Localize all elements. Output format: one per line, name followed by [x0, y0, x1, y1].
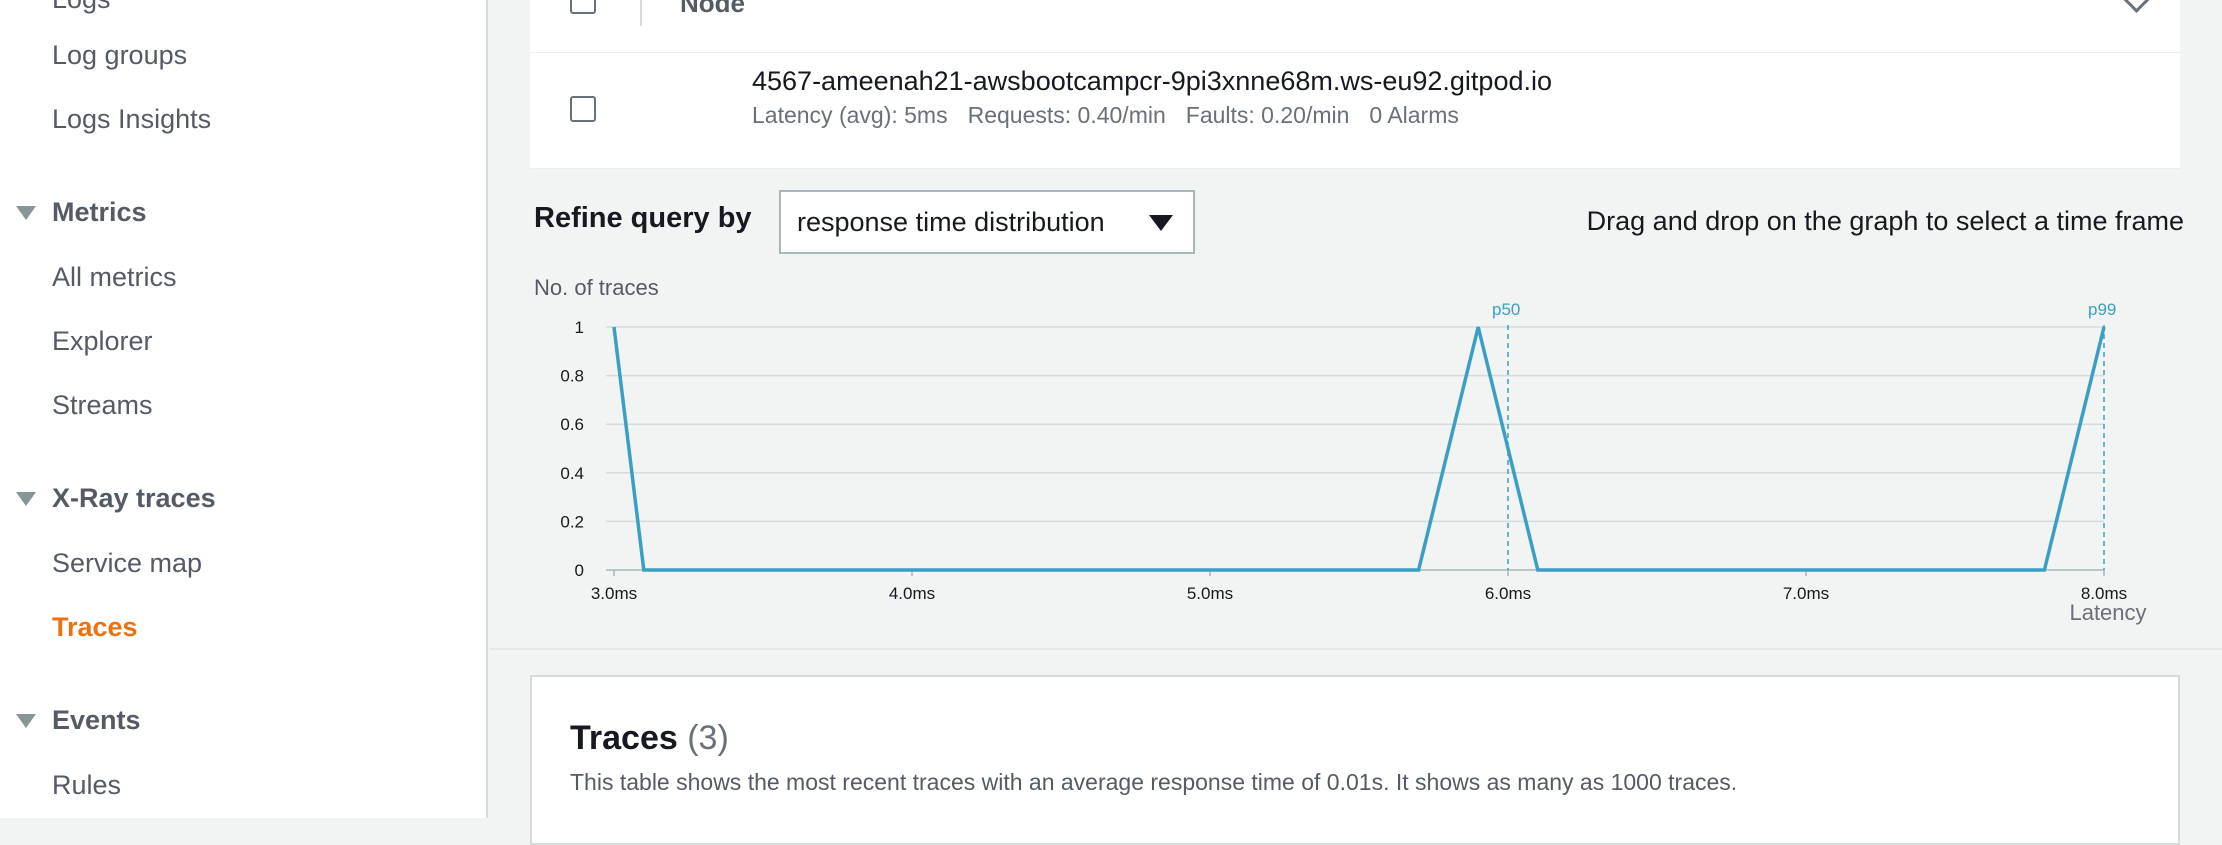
x-tick-label: 8.0ms [2081, 584, 2127, 603]
select-all-checkbox[interactable] [570, 0, 596, 14]
sidebar: Logs Log groups Logs Insights Metrics Al… [0, 0, 488, 818]
percentile-markers: p50 p99 [1492, 300, 2116, 570]
sidebar-item-logs[interactable]: Logs [52, 0, 111, 15]
sidebar-item-traces[interactable]: Traces [52, 612, 138, 642]
sidebar-item-all-metrics[interactable]: All metrics [52, 262, 177, 292]
x-tick-label: 5.0ms [1187, 584, 1233, 603]
y-tick-label: 0.4 [560, 464, 584, 483]
refine-query-select[interactable]: response time distribution [779, 190, 1195, 254]
caret-down-icon [1149, 215, 1173, 231]
sidebar-item-streams[interactable]: Streams [52, 390, 153, 420]
response-time-chart[interactable]: No. of traces 0 0.2 0.4 0.6 0.8 1 3.0ms 4.0ms 5… [490, 270, 2222, 640]
marker-p99-label: p99 [2088, 300, 2116, 319]
column-divider [640, 0, 642, 26]
x-tick-label: 6.0ms [1485, 584, 1531, 603]
refine-query-label: Refine query by [534, 202, 752, 234]
sidebar-section-label: X-Ray traces [52, 483, 216, 513]
nodes-table: Node 4567-ameenah21-awsbootcampcr-9pi3xn… [530, 0, 2180, 169]
sidebar-item-rules[interactable]: Rules [52, 770, 122, 800]
y-tick-label: 0.8 [560, 367, 584, 386]
y-tick-label: 0.6 [560, 415, 584, 434]
y-tick-label: 0.2 [560, 512, 584, 531]
caret-down-icon [16, 205, 36, 220]
chevron-down-icon[interactable] [2123, 0, 2150, 13]
node-faults: Faults: 0.20/min [1185, 102, 1350, 128]
sidebar-item-service-map[interactable]: Service map [52, 548, 203, 578]
table-header-row: Node [530, 0, 2180, 53]
sidebar-section-metrics[interactable]: Metrics [16, 197, 147, 228]
y-axis-label: No. of traces [534, 275, 659, 300]
node-stats: Latency (avg): 5ms Requests: 0.40/min Fa… [752, 102, 1459, 129]
sidebar-section-label: Events [52, 705, 141, 735]
x-tick-label: 4.0ms [889, 584, 935, 603]
divider [490, 648, 2222, 650]
traces-count: (3) [687, 719, 729, 757]
x-tick-label: 7.0ms [1783, 584, 1829, 603]
column-header-node[interactable]: Node [680, 0, 745, 18]
caret-down-icon [16, 713, 36, 728]
x-axis-label: Latency [2069, 600, 2146, 625]
marker-p50-label: p50 [1492, 300, 1520, 319]
row-checkbox[interactable] [570, 96, 596, 122]
node-latency: Latency (avg): 5ms [752, 102, 948, 128]
sidebar-item-logs-insights[interactable]: Logs Insights [52, 104, 212, 134]
sidebar-item-explorer[interactable]: Explorer [52, 326, 153, 356]
x-tick-label: 3.0ms [591, 584, 637, 603]
traces-title: Traces (3) [570, 719, 729, 758]
series-line [612, 326, 2106, 572]
x-axis-ticks: 3.0ms 4.0ms 5.0ms 6.0ms 7.0ms 8.0ms [591, 570, 2127, 603]
sidebar-section-xray-traces[interactable]: X-Ray traces [16, 483, 216, 514]
node-name: 4567-ameenah21-awsbootcampcr-9pi3xnne68m… [752, 66, 1552, 96]
sidebar-section-label: Metrics [52, 197, 147, 227]
node-alarms[interactable]: 0 Alarms [1369, 102, 1459, 128]
traces-panel: Traces (3) This table shows the most rec… [530, 675, 2180, 845]
main-content: Node 4567-ameenah21-awsbootcampcr-9pi3xn… [490, 0, 2222, 845]
chart-series [612, 326, 2106, 572]
drag-hint-text: Drag and drop on the graph to select a t… [1586, 206, 2184, 236]
y-tick-label: 0 [575, 561, 584, 580]
y-axis-ticks: 0 0.2 0.4 0.6 0.8 1 [560, 318, 584, 580]
y-tick-label: 1 [575, 318, 584, 337]
traces-description: This table shows the most recent traces … [570, 769, 1738, 795]
traces-title-text: Traces [570, 719, 678, 757]
chart-grid [606, 326, 2104, 571]
node-requests: Requests: 0.40/min [967, 102, 1166, 128]
sidebar-section-events[interactable]: Events [16, 705, 141, 736]
refine-query-value: response time distribution [797, 206, 1105, 237]
caret-down-icon [16, 491, 36, 506]
sidebar-item-log-groups[interactable]: Log groups [52, 40, 188, 70]
